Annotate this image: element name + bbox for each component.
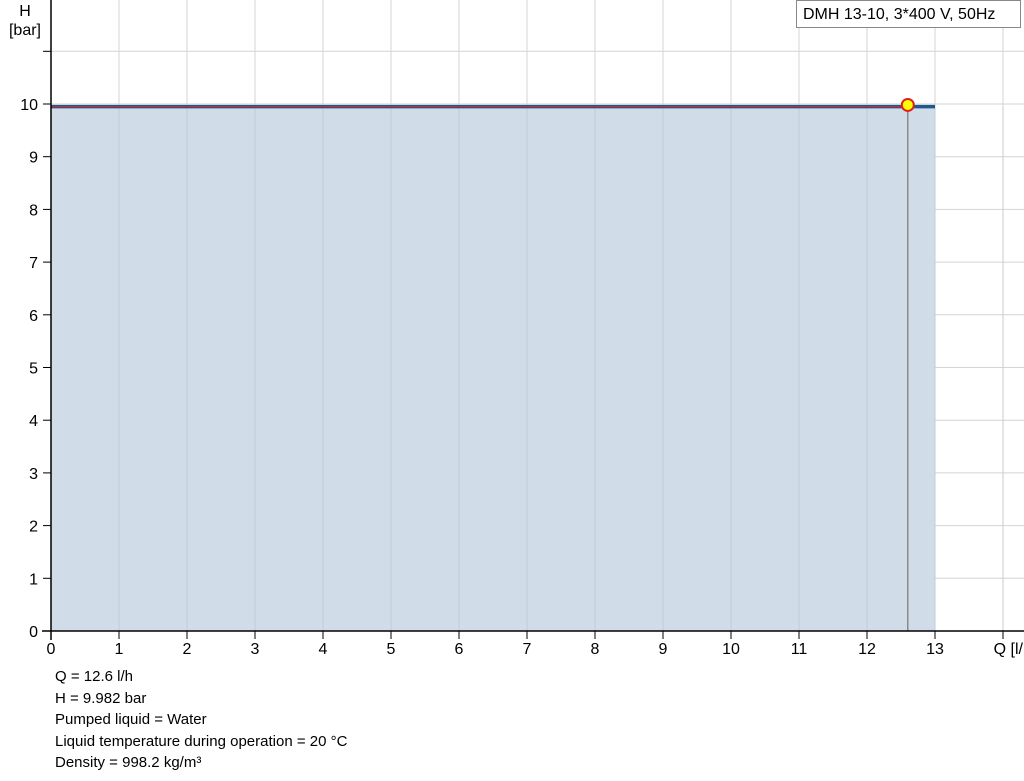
x-tick-label: 4 — [319, 641, 328, 658]
x-tick-label: 11 — [791, 641, 808, 658]
y-tick-label: 8 — [29, 202, 38, 219]
y-tick-label: 9 — [29, 150, 38, 167]
y-tick-label: 1 — [29, 571, 38, 588]
x-tick-label: 12 — [858, 641, 876, 658]
y-tick-label: 7 — [29, 255, 38, 272]
y-tick-label: 3 — [29, 466, 38, 483]
info-temperature: Liquid temperature during operation = 20… — [55, 732, 348, 750]
info-head: H = 9.982 bar — [55, 689, 147, 707]
y-axis-label: H — [19, 3, 31, 20]
curve-area — [51, 106, 935, 631]
info-liquid: Pumped liquid = Water — [55, 711, 207, 729]
y-axis-unit: [bar] — [9, 22, 41, 39]
info-flow: Q = 12.6 l/h — [55, 668, 133, 685]
y-tick-label: 10 — [20, 97, 38, 114]
y-tick-label: 4 — [29, 413, 38, 430]
y-tick-label: 6 — [29, 308, 38, 325]
x-axis-label: Q [l/h] — [994, 641, 1024, 658]
x-tick-label: 2 — [183, 641, 192, 658]
x-tick-label: 7 — [523, 641, 532, 658]
x-tick-label: 13 — [926, 641, 944, 658]
info-density: Density = 998.2 kg/m³ — [55, 754, 202, 772]
x-tick-label: 9 — [659, 641, 668, 658]
x-tick-label: 10 — [722, 641, 740, 658]
y-tick-label: 2 — [29, 519, 38, 536]
x-tick-label: 1 — [115, 641, 124, 658]
legend: DMH 13-10, 3*400 V, 50Hz — [796, 0, 1021, 28]
y-tick-label: 5 — [29, 361, 38, 378]
y-tick-label: 0 — [29, 624, 38, 641]
x-tick-label: 8 — [591, 641, 600, 658]
x-tick-label: 6 — [455, 641, 464, 658]
x-tick-label: 5 — [387, 641, 396, 658]
x-tick-label: 0 — [47, 641, 56, 658]
operating-point-info: Q = 12.6 l/h H = 9.982 bar Pumped liquid… — [55, 666, 347, 774]
x-tick-label: 3 — [251, 641, 260, 658]
operating-point-marker — [900, 97, 915, 112]
